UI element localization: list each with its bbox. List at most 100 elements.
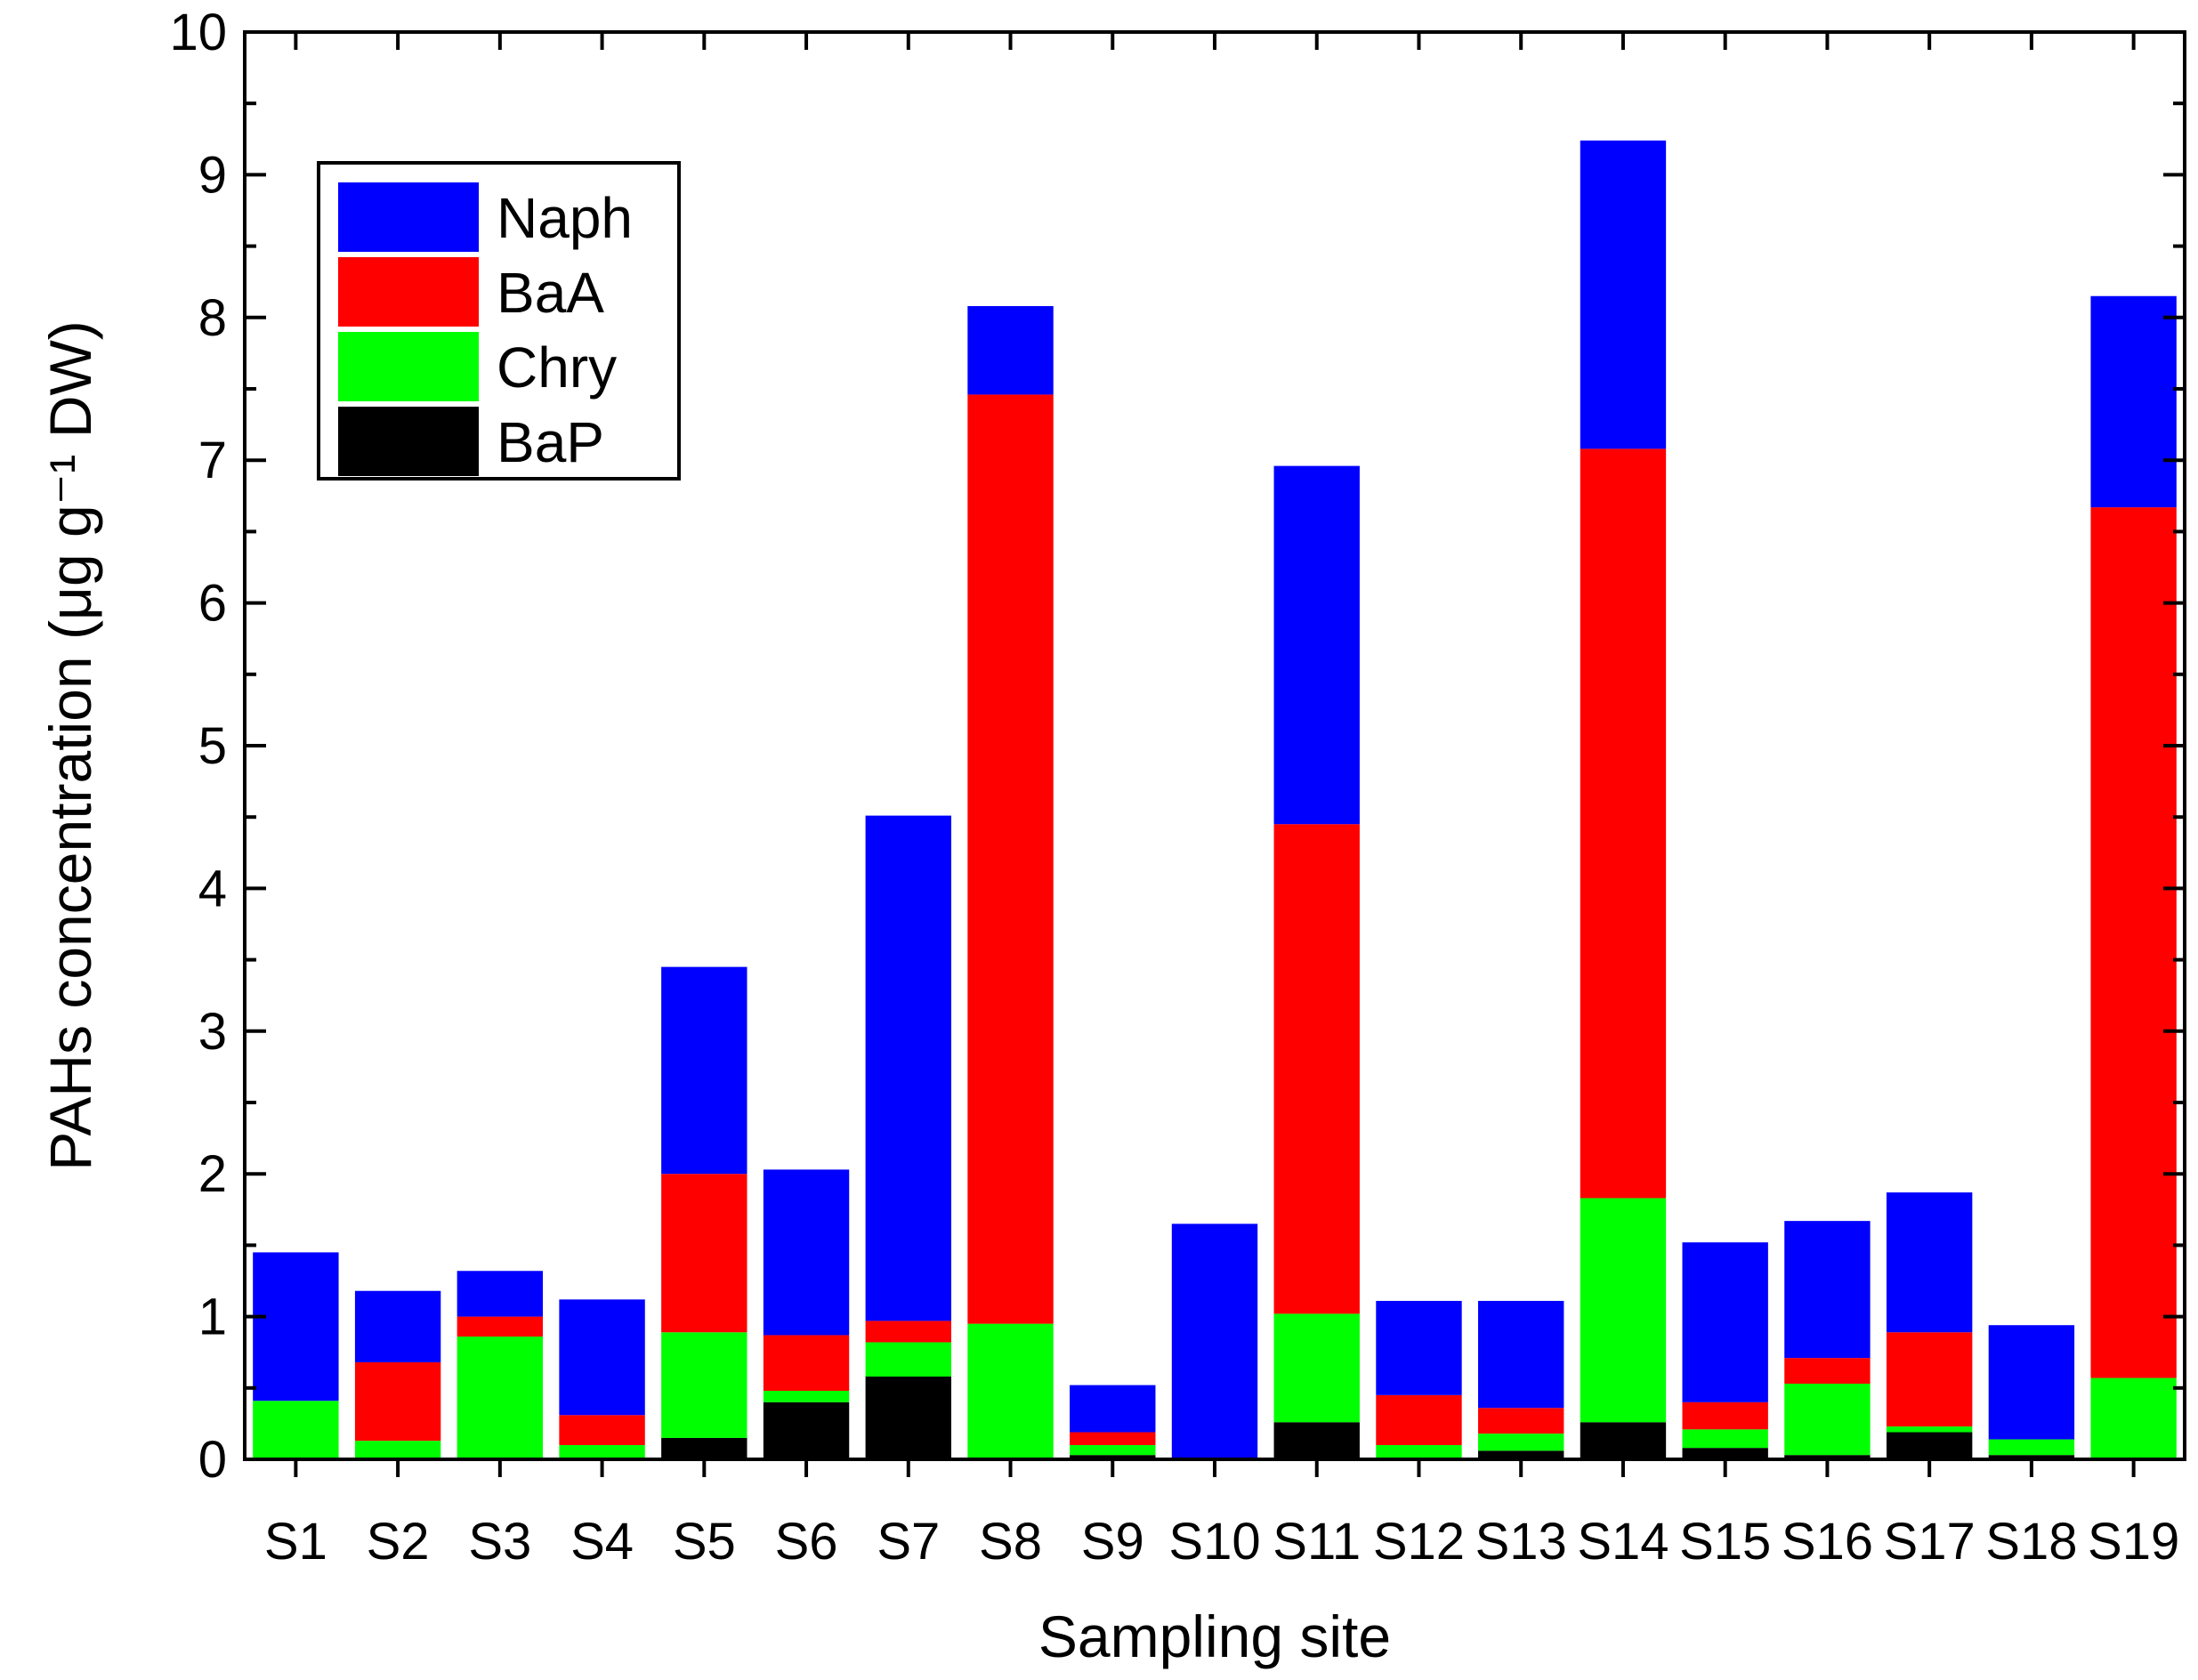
bar-s14-bap bbox=[1580, 1422, 1667, 1459]
x-tick-label: S15 bbox=[1679, 1513, 1771, 1571]
bar-s18-naph bbox=[1988, 1325, 2075, 1440]
x-tick-label: S13 bbox=[1475, 1513, 1567, 1571]
bar-s4-naph bbox=[559, 1299, 645, 1416]
bar-s13-naph bbox=[1478, 1300, 1564, 1409]
bar-s6-baa bbox=[763, 1335, 850, 1392]
bar-s15-naph bbox=[1682, 1242, 1768, 1402]
bar-s14-chry bbox=[1580, 1198, 1667, 1423]
x-tick-label: S9 bbox=[1081, 1513, 1144, 1571]
bars-group bbox=[253, 140, 2177, 1459]
bar-s3-baa bbox=[457, 1316, 544, 1337]
bar-s12-chry bbox=[1376, 1444, 1462, 1459]
x-tick-label: S3 bbox=[468, 1513, 531, 1571]
bar-s11-baa bbox=[1273, 824, 1360, 1314]
bar-s5-bap bbox=[661, 1437, 747, 1459]
x-tick-label: S12 bbox=[1373, 1513, 1465, 1571]
y-tick-label: 9 bbox=[198, 146, 227, 204]
bar-s6-bap bbox=[763, 1401, 850, 1459]
x-tick-label: S17 bbox=[1884, 1513, 1976, 1571]
bar-s2-naph bbox=[354, 1290, 441, 1362]
bar-s3-chry bbox=[457, 1337, 544, 1459]
y-tick-label: 10 bbox=[169, 4, 227, 61]
y-tick-label: 3 bbox=[198, 1003, 227, 1061]
legend-swatch-bap bbox=[338, 407, 479, 476]
bar-s16-chry bbox=[1784, 1383, 1871, 1456]
bar-s5-naph bbox=[661, 966, 747, 1175]
bar-s6-chry bbox=[763, 1391, 850, 1402]
x-tick-label: S14 bbox=[1577, 1513, 1669, 1571]
x-tick-label: S2 bbox=[367, 1513, 430, 1571]
y-tick-label: 0 bbox=[198, 1431, 227, 1489]
bar-s13-chry bbox=[1478, 1434, 1564, 1451]
bar-s17-bap bbox=[1886, 1432, 1973, 1459]
bar-s13-baa bbox=[1478, 1408, 1564, 1434]
x-tick-label: S8 bbox=[979, 1513, 1042, 1571]
y-tick-label: 7 bbox=[198, 432, 227, 489]
legend-swatch-chry bbox=[338, 332, 479, 401]
legend-swatch-naph bbox=[338, 182, 479, 252]
bar-s15-chry bbox=[1682, 1429, 1768, 1449]
bar-s5-chry bbox=[661, 1332, 747, 1438]
bar-s16-bap bbox=[1784, 1455, 1871, 1459]
x-tick-label: S4 bbox=[570, 1513, 634, 1571]
bar-s8-chry bbox=[967, 1323, 1054, 1459]
bar-s14-naph bbox=[1580, 140, 1667, 449]
bar-s6-naph bbox=[763, 1169, 850, 1336]
bar-s8-baa bbox=[967, 394, 1054, 1324]
bar-s7-baa bbox=[865, 1321, 951, 1343]
bar-s15-baa bbox=[1682, 1401, 1768, 1430]
x-axis-label: Sampling site bbox=[1038, 1603, 1391, 1669]
bar-s7-chry bbox=[865, 1342, 951, 1377]
bar-s17-baa bbox=[1886, 1332, 1973, 1427]
bar-s18-chry bbox=[1988, 1439, 2075, 1456]
x-tick-label: S11 bbox=[1273, 1513, 1361, 1571]
y-tick-label: 1 bbox=[198, 1288, 227, 1346]
legend-label-chry: Chry bbox=[497, 335, 617, 400]
y-tick-label: 8 bbox=[198, 289, 227, 347]
bar-s12-naph bbox=[1376, 1300, 1462, 1395]
bar-s5-baa bbox=[661, 1174, 747, 1333]
x-tick-label: S18 bbox=[1985, 1513, 2077, 1571]
y-tick-label: 6 bbox=[198, 575, 227, 633]
bar-s19-baa bbox=[2090, 507, 2177, 1378]
bar-s15-bap bbox=[1682, 1448, 1768, 1459]
x-tick-label: S1 bbox=[264, 1513, 327, 1571]
bar-s12-baa bbox=[1376, 1394, 1462, 1445]
bar-s17-naph bbox=[1886, 1192, 1973, 1333]
bar-s16-naph bbox=[1784, 1221, 1871, 1359]
bar-s13-bap bbox=[1478, 1450, 1564, 1459]
legend-swatch-baa bbox=[338, 257, 479, 327]
x-tick-label: S5 bbox=[673, 1513, 736, 1571]
bar-s9-baa bbox=[1070, 1432, 1156, 1445]
bar-s7-naph bbox=[865, 815, 951, 1321]
y-axis: 0 1 2 3 4 5 6 7 8 9 10 bbox=[169, 4, 2185, 1489]
bar-s9-chry bbox=[1070, 1444, 1156, 1456]
bar-s9-bap bbox=[1070, 1455, 1156, 1459]
y-tick-label: 4 bbox=[198, 860, 227, 917]
legend-label-naph: Naph bbox=[497, 186, 633, 250]
y-tick-label: 2 bbox=[198, 1145, 227, 1203]
bar-s2-chry bbox=[354, 1441, 441, 1459]
x-axis: S1 S2 S3 S4 S5 S6 S7 S8 S9 S10 S11 S12 S13 S14 S15 S16 S… bbox=[264, 32, 2179, 1571]
bar-s18-bap bbox=[1988, 1455, 2075, 1459]
bar-s3-naph bbox=[457, 1271, 544, 1317]
bar-s11-naph bbox=[1273, 465, 1360, 825]
x-tick-label: S10 bbox=[1168, 1513, 1260, 1571]
x-tick-label: S19 bbox=[2088, 1513, 2179, 1571]
bar-s17-chry bbox=[1886, 1426, 1973, 1433]
bar-s14-baa bbox=[1580, 448, 1667, 1199]
bar-s19-naph bbox=[2090, 295, 2177, 508]
legend: Naph BaA Chry BaP bbox=[317, 161, 681, 481]
bar-s10-naph bbox=[1171, 1224, 1258, 1459]
bar-s7-bap bbox=[865, 1376, 951, 1459]
bar-s4-chry bbox=[559, 1444, 645, 1459]
bar-s1-chry bbox=[253, 1401, 339, 1459]
bar-s19-chry bbox=[2090, 1377, 2177, 1459]
bar-s1-naph bbox=[253, 1252, 339, 1401]
bar-s2-baa bbox=[354, 1361, 441, 1442]
legend-label-bap: BaP bbox=[497, 410, 604, 474]
bar-s11-bap bbox=[1273, 1422, 1360, 1459]
x-tick-label: S7 bbox=[877, 1513, 940, 1571]
legend-label-baa: BaA bbox=[497, 261, 604, 325]
